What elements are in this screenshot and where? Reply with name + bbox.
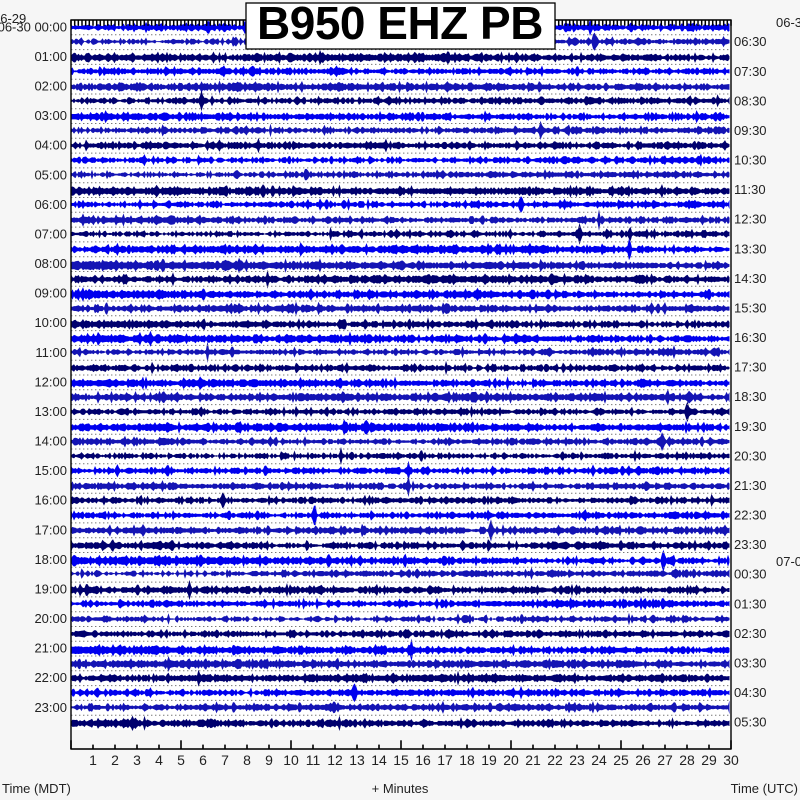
svg-text:04:30: 04:30 (734, 685, 767, 700)
svg-text:16:30: 16:30 (734, 330, 767, 345)
svg-text:25: 25 (613, 752, 629, 768)
svg-text:03:30: 03:30 (734, 655, 767, 670)
svg-text:20:00: 20:00 (34, 611, 67, 626)
svg-text:23:00: 23:00 (34, 700, 67, 715)
svg-text:22:00: 22:00 (34, 670, 67, 685)
svg-text:06:00: 06:00 (34, 197, 67, 212)
svg-text:21: 21 (525, 752, 541, 768)
svg-text:7: 7 (221, 752, 229, 768)
svg-text:01:00: 01:00 (34, 49, 67, 64)
svg-text:10:00: 10:00 (34, 315, 67, 330)
svg-text:22:30: 22:30 (734, 508, 767, 523)
svg-text:05:00: 05:00 (34, 167, 67, 182)
svg-text:02:00: 02:00 (34, 79, 67, 94)
svg-text:29: 29 (701, 752, 717, 768)
svg-text:12:00: 12:00 (34, 374, 67, 389)
svg-text:11:00: 11:00 (35, 345, 67, 360)
svg-text:07-01: 07-01 (776, 554, 800, 569)
svg-text:08:30: 08:30 (734, 93, 767, 108)
svg-text:00:30: 00:30 (734, 567, 767, 582)
svg-text:15:30: 15:30 (734, 300, 767, 315)
svg-text:11:30: 11:30 (734, 182, 766, 197)
svg-text:5: 5 (177, 752, 185, 768)
svg-text:06:30: 06:30 (734, 34, 767, 49)
svg-text:10: 10 (283, 752, 299, 768)
svg-text:22: 22 (547, 752, 563, 768)
svg-text:18:00: 18:00 (34, 552, 67, 567)
svg-text:26: 26 (635, 752, 651, 768)
svg-text:21:30: 21:30 (734, 478, 767, 493)
svg-text:23:30: 23:30 (734, 537, 767, 552)
svg-text:8: 8 (243, 752, 251, 768)
svg-text:12: 12 (327, 752, 343, 768)
svg-text:08:00: 08:00 (34, 256, 67, 271)
svg-text:13: 13 (349, 752, 365, 768)
svg-text:Time (UTC): Time (UTC) (731, 781, 798, 796)
svg-text:09:00: 09:00 (34, 286, 67, 301)
svg-text:1: 1 (89, 752, 97, 768)
svg-text:14:30: 14:30 (734, 271, 767, 286)
svg-text:11: 11 (306, 752, 321, 768)
svg-text:6: 6 (199, 752, 207, 768)
svg-text:24: 24 (591, 752, 607, 768)
svg-text:16: 16 (415, 752, 431, 768)
svg-text:4: 4 (155, 752, 163, 768)
svg-text:27: 27 (657, 752, 673, 768)
svg-text:9: 9 (265, 752, 273, 768)
svg-text:13:30: 13:30 (734, 241, 767, 256)
svg-text:19: 19 (481, 752, 497, 768)
svg-text:04:00: 04:00 (34, 138, 67, 153)
svg-text:21:00: 21:00 (34, 641, 67, 656)
svg-text:30: 30 (723, 752, 739, 768)
svg-text:07:00: 07:00 (34, 227, 67, 242)
svg-text:2: 2 (111, 752, 119, 768)
svg-text:18:30: 18:30 (734, 389, 767, 404)
svg-text:10:30: 10:30 (734, 153, 767, 168)
svg-text:+ Minutes: + Minutes (372, 781, 429, 796)
svg-text:18: 18 (459, 752, 475, 768)
svg-text:20: 20 (503, 752, 519, 768)
svg-text:15: 15 (393, 752, 409, 768)
svg-text:06-29: 06-29 (0, 11, 26, 26)
svg-text:14:00: 14:00 (34, 434, 67, 449)
svg-text:3: 3 (133, 752, 141, 768)
svg-text:20:30: 20:30 (734, 448, 767, 463)
svg-text:19:30: 19:30 (734, 419, 767, 434)
svg-text:Time (MDT): Time (MDT) (2, 781, 71, 796)
svg-text:B950 EHZ PB: B950 EHZ PB (257, 0, 543, 49)
svg-text:17:00: 17:00 (34, 522, 67, 537)
svg-text:15:00: 15:00 (34, 463, 67, 478)
svg-text:17: 17 (437, 752, 453, 768)
svg-text:19:00: 19:00 (34, 582, 67, 597)
svg-text:01:30: 01:30 (734, 596, 767, 611)
svg-text:06-30: 06-30 (776, 15, 800, 30)
svg-text:14: 14 (371, 752, 387, 768)
svg-text:09:30: 09:30 (734, 123, 767, 138)
svg-text:12:30: 12:30 (734, 212, 767, 227)
svg-text:28: 28 (679, 752, 695, 768)
svg-text:05:30: 05:30 (734, 715, 767, 730)
svg-text:07:30: 07:30 (734, 64, 767, 79)
svg-text:17:30: 17:30 (734, 360, 767, 375)
svg-text:23: 23 (569, 752, 585, 768)
svg-text:16:00: 16:00 (34, 493, 67, 508)
svg-text:03:00: 03:00 (34, 108, 67, 123)
svg-text:13:00: 13:00 (34, 404, 67, 419)
svg-text:02:30: 02:30 (734, 626, 767, 641)
